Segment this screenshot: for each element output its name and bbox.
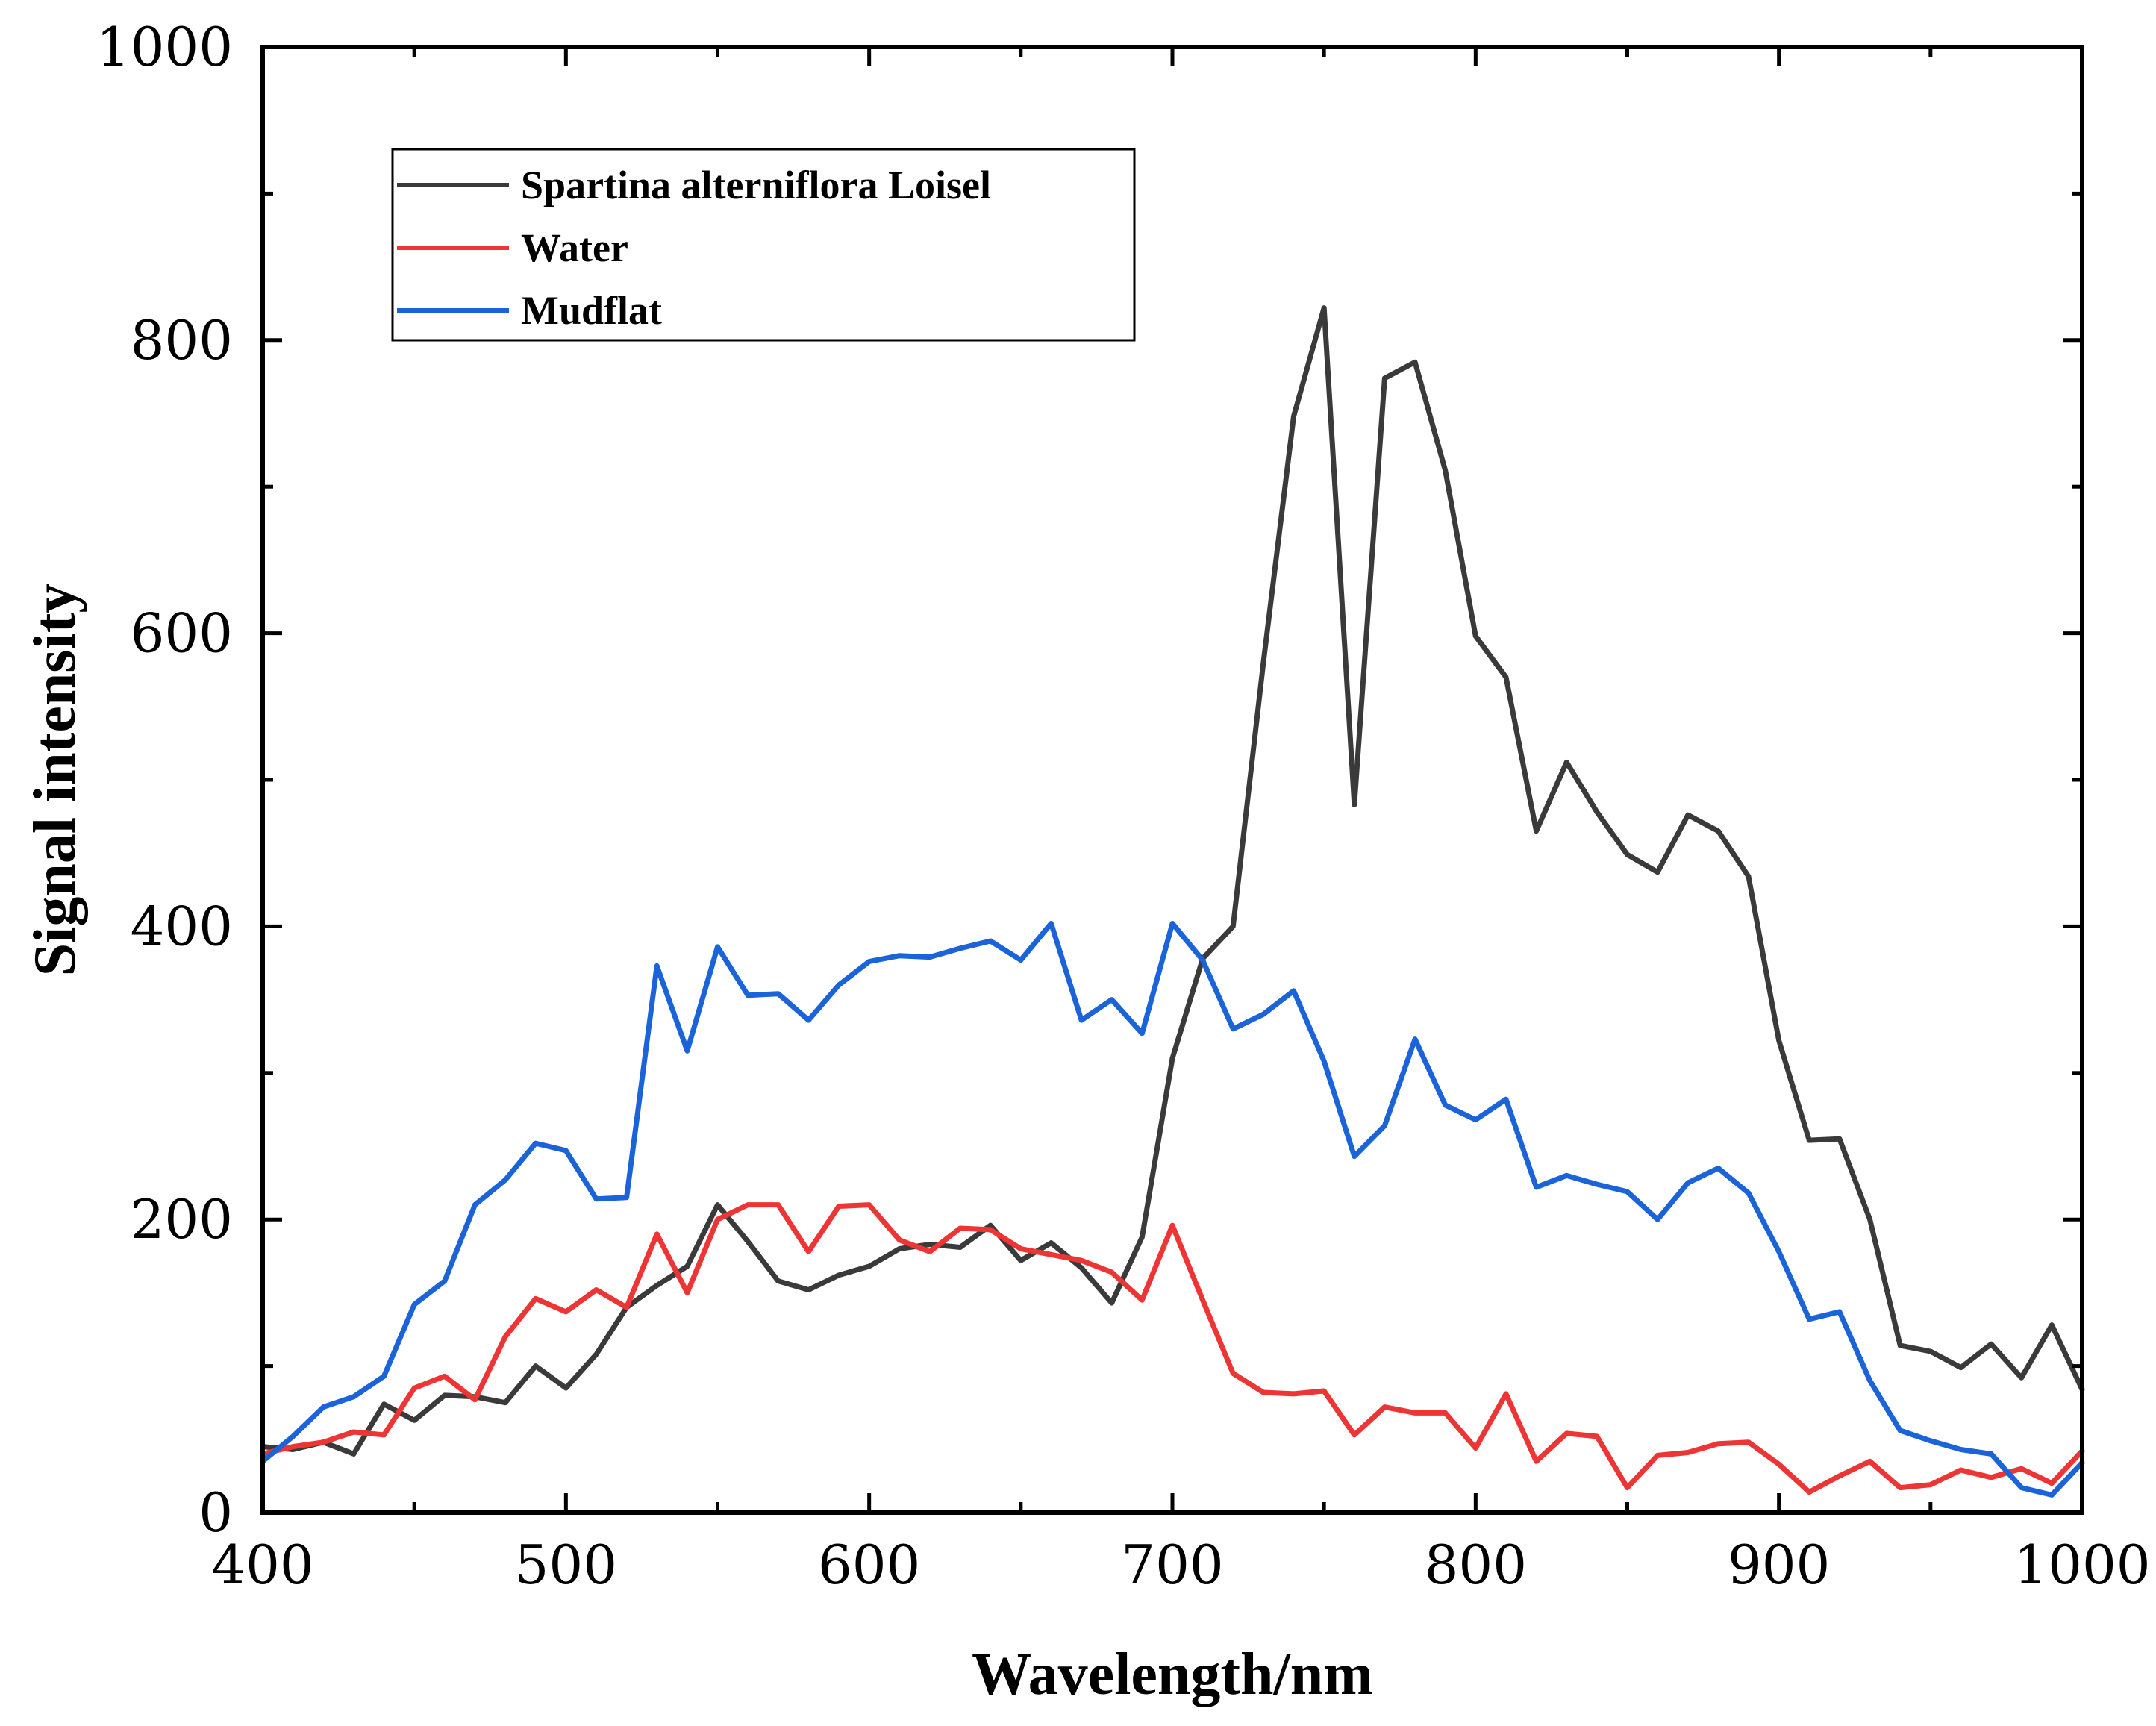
y-tick-label: 400 [131, 895, 233, 957]
x-axis-title: Wavelength/nm [972, 1642, 1373, 1707]
y-axis-title: Signal intensity [22, 584, 88, 977]
legend-label-mudflat: Mudflat [521, 288, 662, 333]
y-tick-label: 0 [199, 1481, 233, 1544]
legend-box [391, 148, 1136, 342]
x-tick-label: 1000 [2013, 1533, 2150, 1596]
y-tick-label: 200 [131, 1188, 233, 1251]
y-tick-label: 600 [131, 602, 233, 665]
legend: Spartina alterniflora Loisel Water Mudfl… [391, 148, 1136, 342]
series-line-mudflat [260, 921, 2085, 1498]
x-tick-label: 600 [818, 1533, 920, 1596]
series-line-water [260, 1202, 2085, 1495]
legend-label-spartina: Spartina alterniflora Loisel [521, 163, 991, 207]
series-line-spartina [260, 305, 2085, 1457]
x-tick-label: 700 [1121, 1533, 1223, 1596]
y-tick-label: 1000 [96, 16, 233, 78]
x-tick-label: 400 [211, 1533, 313, 1596]
series-layer [260, 305, 2085, 1498]
legend-label-water: Water [521, 225, 628, 270]
y-tick-label: 800 [131, 309, 233, 372]
tick-labels: 400 500 600 700 800 900 1000 0 200 400 600 800 1000 [96, 16, 2151, 1596]
ticks-layer [260, 45, 2084, 1515]
x-tick-label: 800 [1425, 1533, 1527, 1596]
x-tick-label: 500 [515, 1533, 617, 1596]
x-tick-label: 900 [1728, 1533, 1830, 1596]
